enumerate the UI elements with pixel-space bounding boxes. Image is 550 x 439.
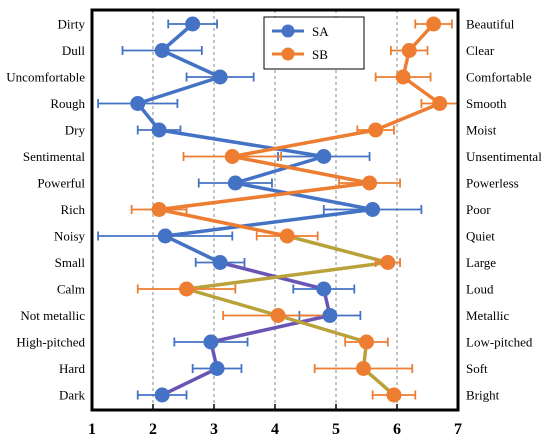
sa-point bbox=[322, 308, 338, 323]
legend-label: SB bbox=[312, 47, 328, 62]
right-label: Clear bbox=[466, 43, 495, 58]
sa-segment bbox=[136, 75, 222, 106]
sa-point bbox=[365, 202, 381, 217]
sa-point bbox=[130, 96, 146, 111]
left-label: Sentimental bbox=[23, 149, 85, 164]
sb-point bbox=[368, 122, 384, 138]
sa-segment bbox=[160, 366, 219, 397]
right-label: Moist bbox=[466, 123, 497, 138]
right-label: Loud bbox=[466, 282, 494, 297]
sa-point bbox=[151, 122, 167, 138]
right-label: Soft bbox=[466, 361, 488, 376]
sb-point bbox=[395, 69, 411, 85]
sb-point bbox=[270, 308, 286, 323]
right-label: Comfortable bbox=[466, 70, 532, 85]
sb-point bbox=[224, 149, 240, 164]
data-points bbox=[130, 16, 448, 403]
x-tick-label: 2 bbox=[149, 421, 157, 438]
sb-point bbox=[401, 43, 417, 58]
sa-segment bbox=[160, 48, 222, 79]
legend-marker bbox=[281, 24, 295, 38]
sb-segment bbox=[373, 101, 442, 132]
left-adjective-labels: Dirty Dull Uncomfortable Rough Dry Sentimenta… bbox=[6, 17, 85, 403]
left-label: Small bbox=[55, 255, 86, 270]
sa-point bbox=[316, 149, 332, 164]
right-label: Quiet bbox=[466, 229, 495, 244]
right-label: Low-pitched bbox=[466, 335, 533, 350]
sa-point bbox=[185, 16, 201, 32]
left-label: Hard bbox=[59, 361, 85, 376]
sa-segment bbox=[233, 181, 375, 212]
sa-point bbox=[203, 334, 219, 350]
sb-point bbox=[279, 228, 295, 244]
sb-point bbox=[151, 202, 167, 217]
x-tick-label: 7 bbox=[454, 421, 462, 438]
right-label: Poor bbox=[466, 202, 491, 217]
sb-point bbox=[386, 387, 402, 403]
left-label: Calm bbox=[57, 282, 85, 297]
sa-segment bbox=[157, 128, 326, 159]
sb-segment bbox=[184, 287, 280, 318]
sb-segment bbox=[401, 75, 442, 106]
sb-segment bbox=[184, 260, 390, 291]
left-label: Rough bbox=[50, 96, 85, 111]
sa-segment bbox=[163, 207, 375, 238]
sb-segment bbox=[276, 313, 369, 344]
sb-point bbox=[362, 175, 378, 191]
right-label: Large bbox=[466, 255, 496, 270]
sa-point bbox=[212, 255, 228, 270]
sb-point bbox=[359, 334, 374, 350]
connecting-segments bbox=[136, 22, 442, 397]
left-label: Dull bbox=[62, 43, 86, 58]
right-label: Unsentimental bbox=[466, 149, 542, 164]
sa-segment bbox=[233, 154, 326, 185]
sb-point bbox=[380, 255, 396, 270]
left-label: Dark bbox=[59, 388, 85, 403]
sb-point bbox=[426, 16, 442, 32]
sb-point bbox=[179, 281, 195, 297]
x-tick-label: 5 bbox=[332, 421, 340, 438]
left-label: Dirty bbox=[58, 17, 86, 32]
x-tick-label: 4 bbox=[271, 421, 279, 438]
sa-segment bbox=[163, 234, 222, 265]
sa-point bbox=[316, 281, 332, 297]
sa-point bbox=[212, 69, 228, 85]
sa-segment bbox=[218, 260, 326, 291]
x-axis-ticks: 1 2 3 4 5 6 7 bbox=[88, 404, 462, 438]
x-tick-label: 1 bbox=[88, 421, 96, 438]
sa-point bbox=[154, 387, 170, 403]
sa-point bbox=[227, 175, 243, 191]
right-label: Beautiful bbox=[466, 17, 515, 32]
x-tick-label: 6 bbox=[393, 421, 401, 438]
legend-label: SA bbox=[312, 24, 329, 39]
left-label: Not metallic bbox=[20, 308, 85, 323]
sa-point bbox=[154, 43, 170, 58]
sa-point bbox=[209, 361, 225, 376]
right-label: Powerless bbox=[466, 176, 519, 191]
sb-segment bbox=[230, 128, 378, 159]
left-label: Powerful bbox=[37, 176, 85, 191]
sb-segment bbox=[157, 207, 289, 238]
right-label: Bright bbox=[466, 388, 500, 403]
sb-segment bbox=[230, 154, 372, 185]
left-label: High-pitched bbox=[16, 335, 85, 350]
left-label: Noisy bbox=[54, 229, 86, 244]
left-label: Rich bbox=[60, 202, 85, 217]
legend: SA SB bbox=[263, 16, 365, 70]
legend-marker bbox=[281, 47, 295, 61]
sb-point bbox=[432, 96, 448, 111]
legend-box bbox=[263, 16, 365, 70]
sb-point bbox=[355, 361, 371, 376]
right-label: Smooth bbox=[466, 96, 507, 111]
right-label: Metallic bbox=[466, 308, 510, 323]
sa-segment bbox=[209, 313, 332, 344]
x-tick-label: 3 bbox=[210, 421, 218, 438]
left-label: Dry bbox=[65, 123, 86, 138]
right-adjective-labels: Beautiful Clear Comfortable Smooth Moist Unse… bbox=[466, 17, 542, 403]
sb-segment bbox=[157, 181, 372, 212]
sb-segment bbox=[285, 234, 390, 265]
left-label: Uncomfortable bbox=[6, 70, 85, 85]
sa-point bbox=[157, 228, 173, 244]
